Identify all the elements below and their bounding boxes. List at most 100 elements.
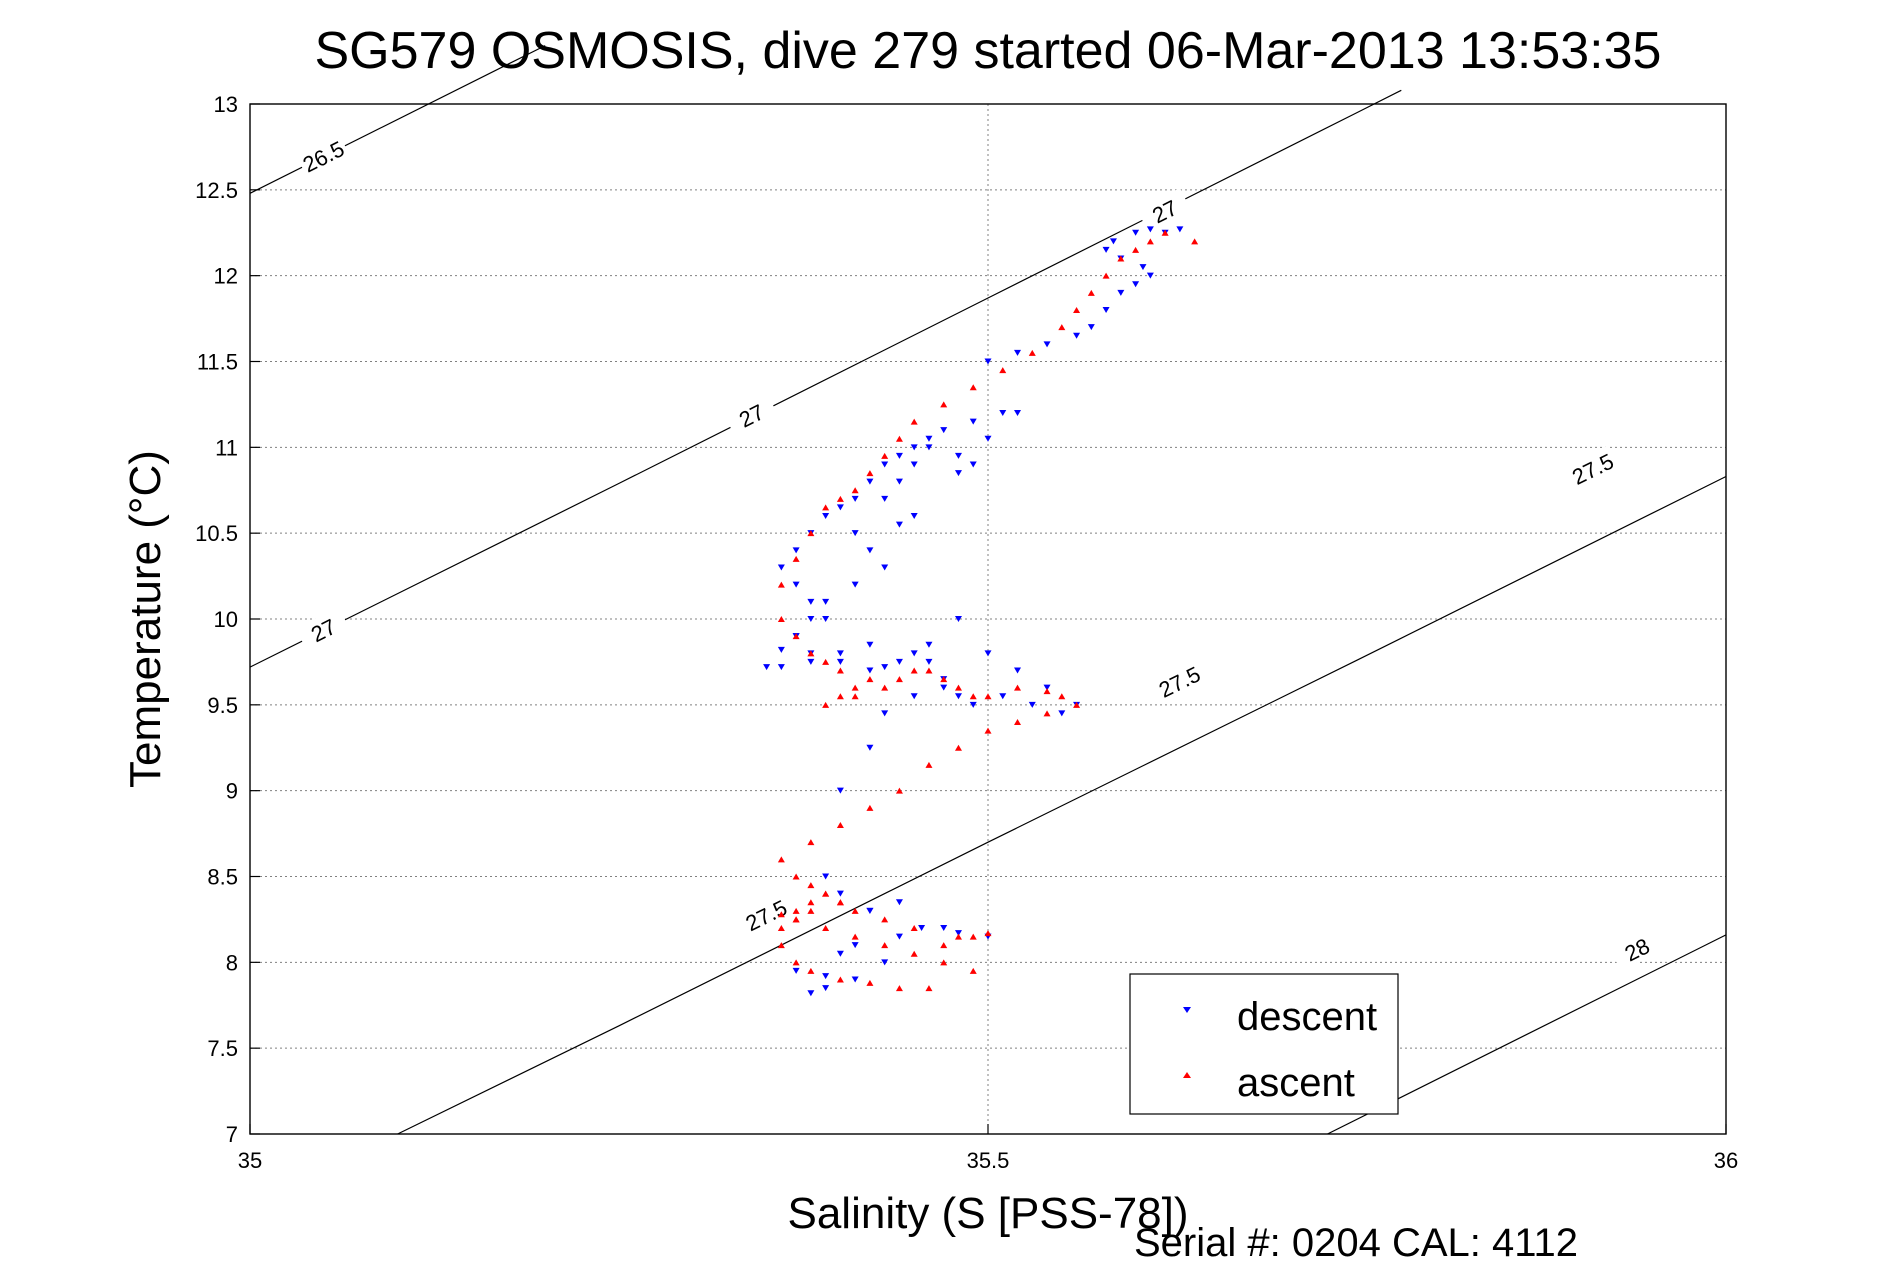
y-tick-labels: 7 7.5 8 8.5 9 9.5 10 10.5 11 11.5 12 12.5 13	[195, 92, 260, 1147]
ascent-point	[792, 959, 800, 966]
ascent-point	[792, 555, 800, 562]
ascent-point	[940, 401, 948, 408]
descent-point	[1132, 281, 1140, 288]
ascent-point	[895, 676, 903, 683]
descent-point	[822, 873, 830, 880]
ascent-point	[866, 470, 874, 477]
isopycnal-label-mask	[738, 891, 793, 937]
descent-point	[1014, 410, 1022, 416]
y-tick-label: 10	[214, 607, 238, 632]
ascent-point	[822, 504, 830, 511]
descent-point	[881, 495, 889, 502]
ascent-point	[807, 967, 815, 974]
descent-point	[910, 444, 918, 451]
descent-point	[1109, 238, 1117, 245]
descent-point	[866, 547, 874, 554]
ascent-point	[836, 693, 844, 700]
ascent-point	[777, 581, 785, 588]
ascent-point	[807, 899, 815, 906]
descent-point	[910, 650, 918, 657]
x-tick-label: 35	[238, 1148, 262, 1173]
descent-point	[851, 976, 859, 983]
y-tick-label: 11	[215, 435, 238, 460]
descent-point	[1028, 701, 1036, 708]
descent-point	[792, 581, 800, 588]
ascent-point	[1191, 238, 1199, 245]
ascent-point	[895, 985, 903, 992]
ascent-point	[822, 658, 830, 665]
descent-point	[925, 435, 933, 442]
descent-point	[1043, 341, 1051, 348]
descent-point	[836, 890, 844, 897]
isopycnal-label-mask	[1151, 658, 1207, 704]
descent-point	[940, 427, 948, 434]
descent-point	[807, 598, 815, 605]
ascent-point	[792, 873, 800, 880]
ascent-point	[866, 676, 874, 683]
ascent-point	[807, 650, 815, 657]
descent-point	[777, 564, 785, 571]
descent-point	[1146, 226, 1154, 233]
y-tick-label: 11.5	[197, 350, 238, 375]
ascent-point	[1028, 349, 1036, 356]
ascent-point	[1058, 324, 1066, 331]
descent-point	[1014, 349, 1022, 356]
descent-point	[1146, 272, 1154, 279]
descent-point	[866, 667, 874, 674]
ascent-point	[895, 787, 903, 794]
ascent-point	[836, 976, 844, 983]
ascent-point	[851, 907, 859, 914]
ascent-point	[1102, 272, 1110, 279]
ascent-series	[777, 229, 1199, 992]
ascent-point	[1161, 229, 1169, 236]
descent-point	[984, 435, 992, 442]
y-tick-label: 13	[214, 92, 238, 117]
descent-point	[969, 418, 977, 425]
y-tick-label: 9	[226, 779, 238, 804]
isopycnal-label-mask	[1564, 445, 1620, 491]
x-tick-label: 36	[1714, 1148, 1738, 1173]
x-tick-label: 35.5	[967, 1148, 1010, 1173]
ascent-point	[777, 925, 785, 931]
descent-point	[836, 658, 844, 665]
descent-point	[881, 710, 889, 717]
descent-point	[881, 564, 889, 571]
ascent-point	[940, 676, 948, 683]
isopycnal-line	[397, 475, 1727, 1135]
descent-point	[881, 461, 889, 468]
ascent-point	[954, 684, 962, 691]
descent-point	[969, 701, 977, 708]
legend: descent ascent	[1129, 973, 1399, 1115]
isopycnal-label-mask	[1609, 926, 1664, 971]
descent-point	[984, 358, 992, 365]
descent-point	[807, 658, 815, 665]
ascent-point	[984, 693, 992, 700]
descent-point	[954, 452, 962, 459]
descent-point	[851, 581, 859, 588]
ascent-point	[807, 882, 815, 889]
ascent-point	[822, 890, 830, 897]
ascent-point	[881, 684, 889, 691]
descent-point	[851, 530, 859, 537]
descent-point	[954, 693, 962, 700]
descent-point	[822, 973, 830, 980]
descent-point	[866, 907, 874, 914]
ascent-point	[969, 384, 977, 391]
ascent-point	[1117, 255, 1125, 262]
y-tick-label: 8.5	[207, 865, 238, 890]
ascent-point	[836, 495, 844, 502]
isopycnal-line	[249, 89, 1402, 668]
ascent-point	[822, 925, 830, 931]
ascent-point	[925, 667, 933, 674]
ascent-point	[1014, 684, 1022, 691]
ascent-point	[1073, 701, 1081, 708]
ascent-point	[1087, 289, 1095, 296]
ascent-point	[1132, 246, 1140, 253]
descent-point	[1102, 246, 1110, 253]
descent-point	[836, 787, 844, 794]
isopycnal-label-mask	[295, 133, 351, 178]
descent-point	[895, 521, 903, 528]
isopycnal-label-mask	[723, 392, 779, 438]
descent-point	[1176, 226, 1184, 233]
